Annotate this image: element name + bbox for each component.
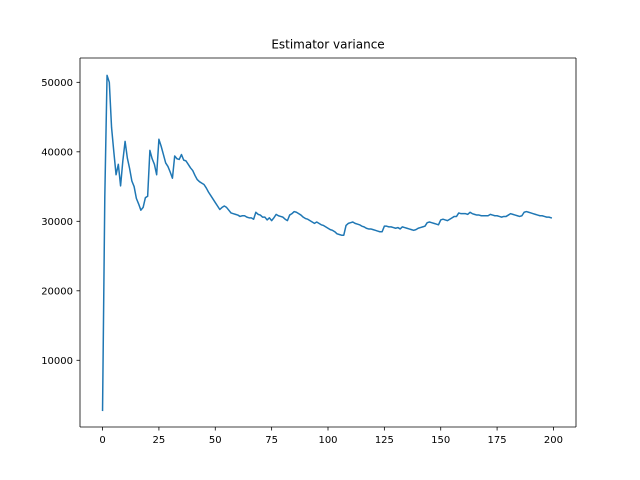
x-tick-label: 200 [544, 435, 563, 446]
y-tick-label: 40000 [41, 147, 73, 158]
series-line-0 [101, 74, 553, 412]
chart-title: Estimator variance [271, 38, 384, 52]
x-tick-label: 125 [375, 435, 394, 446]
y-tick-label: 20000 [41, 286, 73, 297]
y-tick-label: 30000 [41, 217, 73, 228]
y-tick-label: 10000 [41, 356, 73, 367]
x-tick-label: 50 [209, 435, 222, 446]
x-tick-label: 100 [318, 435, 337, 446]
x-tick-label: 150 [431, 435, 450, 446]
plot-area [80, 58, 576, 427]
x-tick-label: 0 [99, 435, 105, 446]
frame-layer [79, 57, 577, 428]
x-tick-label: 175 [488, 435, 507, 446]
data-layer [101, 74, 553, 412]
x-tick-label: 75 [265, 435, 278, 446]
x-tick-label: 25 [153, 435, 166, 446]
axes-layer: 0 25 50 75 100 125 150 175 200 10000 20000 30000 400… [41, 78, 563, 446]
y-tick-label: 50000 [41, 78, 73, 89]
